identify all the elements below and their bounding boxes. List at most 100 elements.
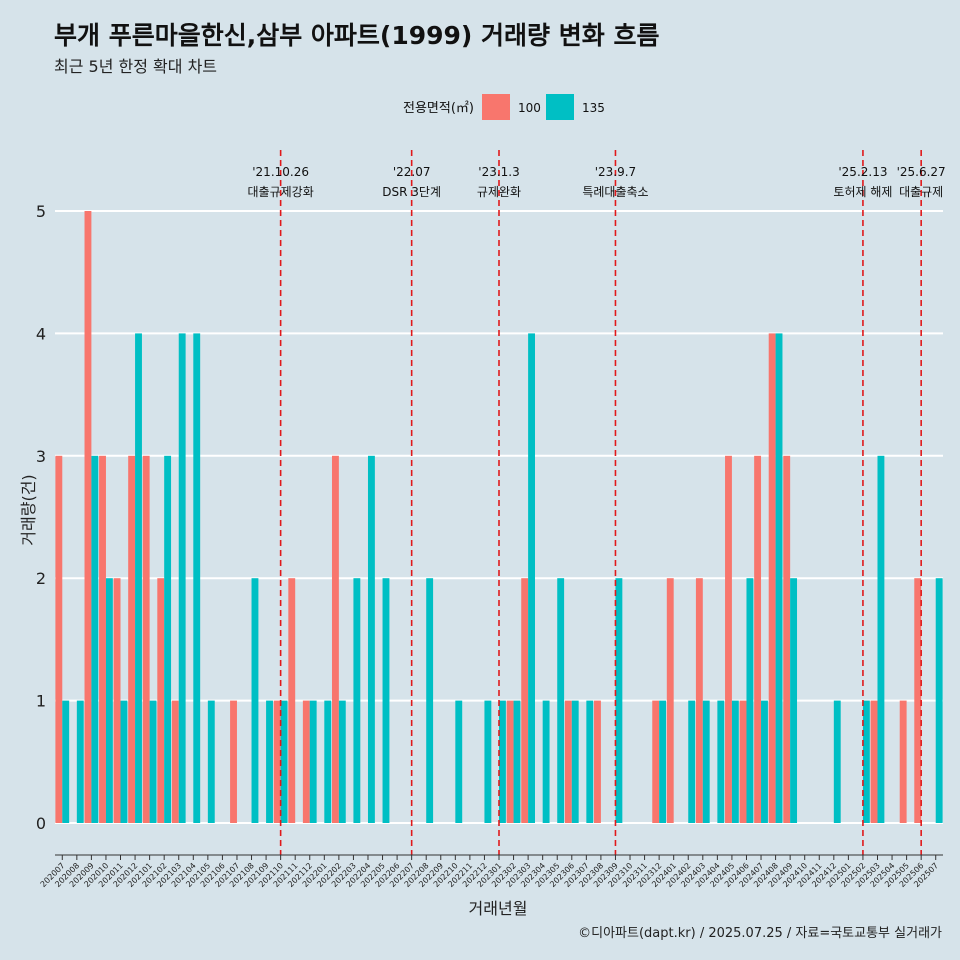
event-label: 토허제 해제 <box>833 185 892 199</box>
bar-100-202112 <box>302 700 310 823</box>
bar-135-202103 <box>178 333 186 823</box>
bar-135-202312 <box>659 700 667 823</box>
legend-swatch-135 <box>546 94 574 120</box>
bar-135-202008 <box>76 700 84 823</box>
event-date: '23.1.3 <box>478 165 519 179</box>
event-date: '22.07 <box>393 165 431 179</box>
event-date: '23.9.7 <box>595 165 636 179</box>
bar-135-202205 <box>382 578 390 823</box>
chart-title: 부개 푸른마을한신,삼부 아파트(1999) 거래량 변화 흐름 <box>54 21 660 50</box>
legend-label-135: 135 <box>582 101 605 115</box>
bar-135-202108 <box>251 578 259 823</box>
legend-swatch-100 <box>482 94 510 120</box>
bar-135-202101 <box>149 700 157 823</box>
bar-135-202309 <box>615 578 623 823</box>
y-tick-label: 1 <box>36 692 46 711</box>
bar-135-202212 <box>484 700 492 823</box>
bar-135-202407 <box>761 700 768 823</box>
bar-135-202305 <box>557 578 565 823</box>
bar-100-202007 <box>55 455 63 823</box>
y-tick-label: 2 <box>36 569 46 588</box>
event-label: 대출규제 <box>899 185 943 199</box>
bar-135-202408 <box>775 333 783 823</box>
chart-subtitle: 최근 5년 한정 확대 차트 <box>54 57 218 76</box>
bar-135-202202 <box>338 700 346 823</box>
bar-100-202102 <box>157 578 165 823</box>
bar-100-202405 <box>725 455 732 823</box>
event-date: '21.10.26 <box>252 165 309 179</box>
bar-135-202409 <box>790 578 798 823</box>
bar-100-202111 <box>288 578 296 823</box>
bars <box>55 211 943 823</box>
bar-135-202112 <box>309 700 317 823</box>
bar-135-202102 <box>164 455 172 823</box>
bar-135-202405 <box>731 700 739 823</box>
y-tick-label: 4 <box>36 324 46 343</box>
bar-100-202010 <box>99 455 106 823</box>
bar-135-202009 <box>91 455 99 823</box>
bar-135-202403 <box>702 700 710 823</box>
bar-135-202507 <box>935 578 943 823</box>
bar-135-202304 <box>542 700 550 823</box>
source-caption: ©디아파트(dapt.kr) / 2025.07.25 / 자료=국토교통부 실… <box>578 926 942 941</box>
bar-135-202208 <box>426 578 434 823</box>
bar-100-202009 <box>84 211 92 823</box>
axes: 2020072020082020092020102020112020122021… <box>39 854 943 889</box>
bar-100-202505 <box>899 700 907 823</box>
bar-135-202503 <box>877 455 885 823</box>
bar-100-202011 <box>113 578 121 823</box>
bar-135-202012 <box>135 333 142 823</box>
legend-label-100: 100 <box>518 101 541 115</box>
bar-100-202407 <box>754 455 762 823</box>
bar-100-202408 <box>768 333 776 823</box>
event-label: 대출규제강화 <box>248 185 314 199</box>
bar-135-202402 <box>688 700 696 823</box>
bar-135-202011 <box>120 700 128 823</box>
bar-100-202306 <box>564 700 572 823</box>
y-tick-label: 5 <box>36 202 46 221</box>
y-tick-label: 0 <box>36 814 46 833</box>
bar-100-202103 <box>171 700 179 823</box>
x-axis-title: 거래년월 <box>469 899 528 918</box>
bar-100-202110 <box>273 700 281 823</box>
bar-100-202409 <box>783 455 791 823</box>
bar-135-202203 <box>353 578 361 823</box>
bar-100-202403 <box>695 578 703 823</box>
y-axis-title: 거래량(건) <box>19 474 38 545</box>
bar-135-202105 <box>207 700 215 823</box>
bar-100-202506 <box>914 578 922 823</box>
bar-135-202110 <box>280 700 288 823</box>
bar-135-202406 <box>746 578 754 823</box>
bar-135-202109 <box>266 700 273 823</box>
legend-title: 전용면적(㎡) <box>403 101 474 116</box>
event-markers: '21.10.26 대출규제강화 '22.07 DSR 3단계 '23.1.3 규제완화 '… <box>248 150 946 855</box>
bar-100-202312 <box>652 700 660 823</box>
bar-135-202412 <box>833 700 841 823</box>
bar-135-202302 <box>513 700 521 823</box>
event-date: '25.6.27 <box>897 165 946 179</box>
bar-135-202303 <box>528 333 535 823</box>
bar-135-202204 <box>367 455 375 823</box>
bar-100-202303 <box>521 578 529 823</box>
bar-135-202201 <box>324 700 332 823</box>
legend: 전용면적(㎡) 100 135 <box>403 94 605 120</box>
event-label: 특례대출축소 <box>582 185 648 199</box>
bar-100-202302 <box>506 700 514 823</box>
bar-135-202306 <box>571 700 579 823</box>
bar-100-202401 <box>666 578 674 823</box>
bar-135-202301 <box>499 700 506 823</box>
event-date: '25.2.13 <box>838 165 887 179</box>
bar-135-202007 <box>62 700 70 823</box>
bar-135-202210 <box>455 700 463 823</box>
event-label: 규제완화 <box>477 185 521 199</box>
bar-135-202104 <box>193 333 201 823</box>
bar-100-202406 <box>739 700 747 823</box>
bar-100-202101 <box>142 455 150 823</box>
bar-135-202502 <box>862 700 870 823</box>
event-label: DSR 3단계 <box>382 185 441 199</box>
bar-135-202010 <box>105 578 113 823</box>
bar-135-202404 <box>717 700 725 823</box>
bar-100-202503 <box>870 700 878 823</box>
bar-100-202012 <box>128 455 136 823</box>
